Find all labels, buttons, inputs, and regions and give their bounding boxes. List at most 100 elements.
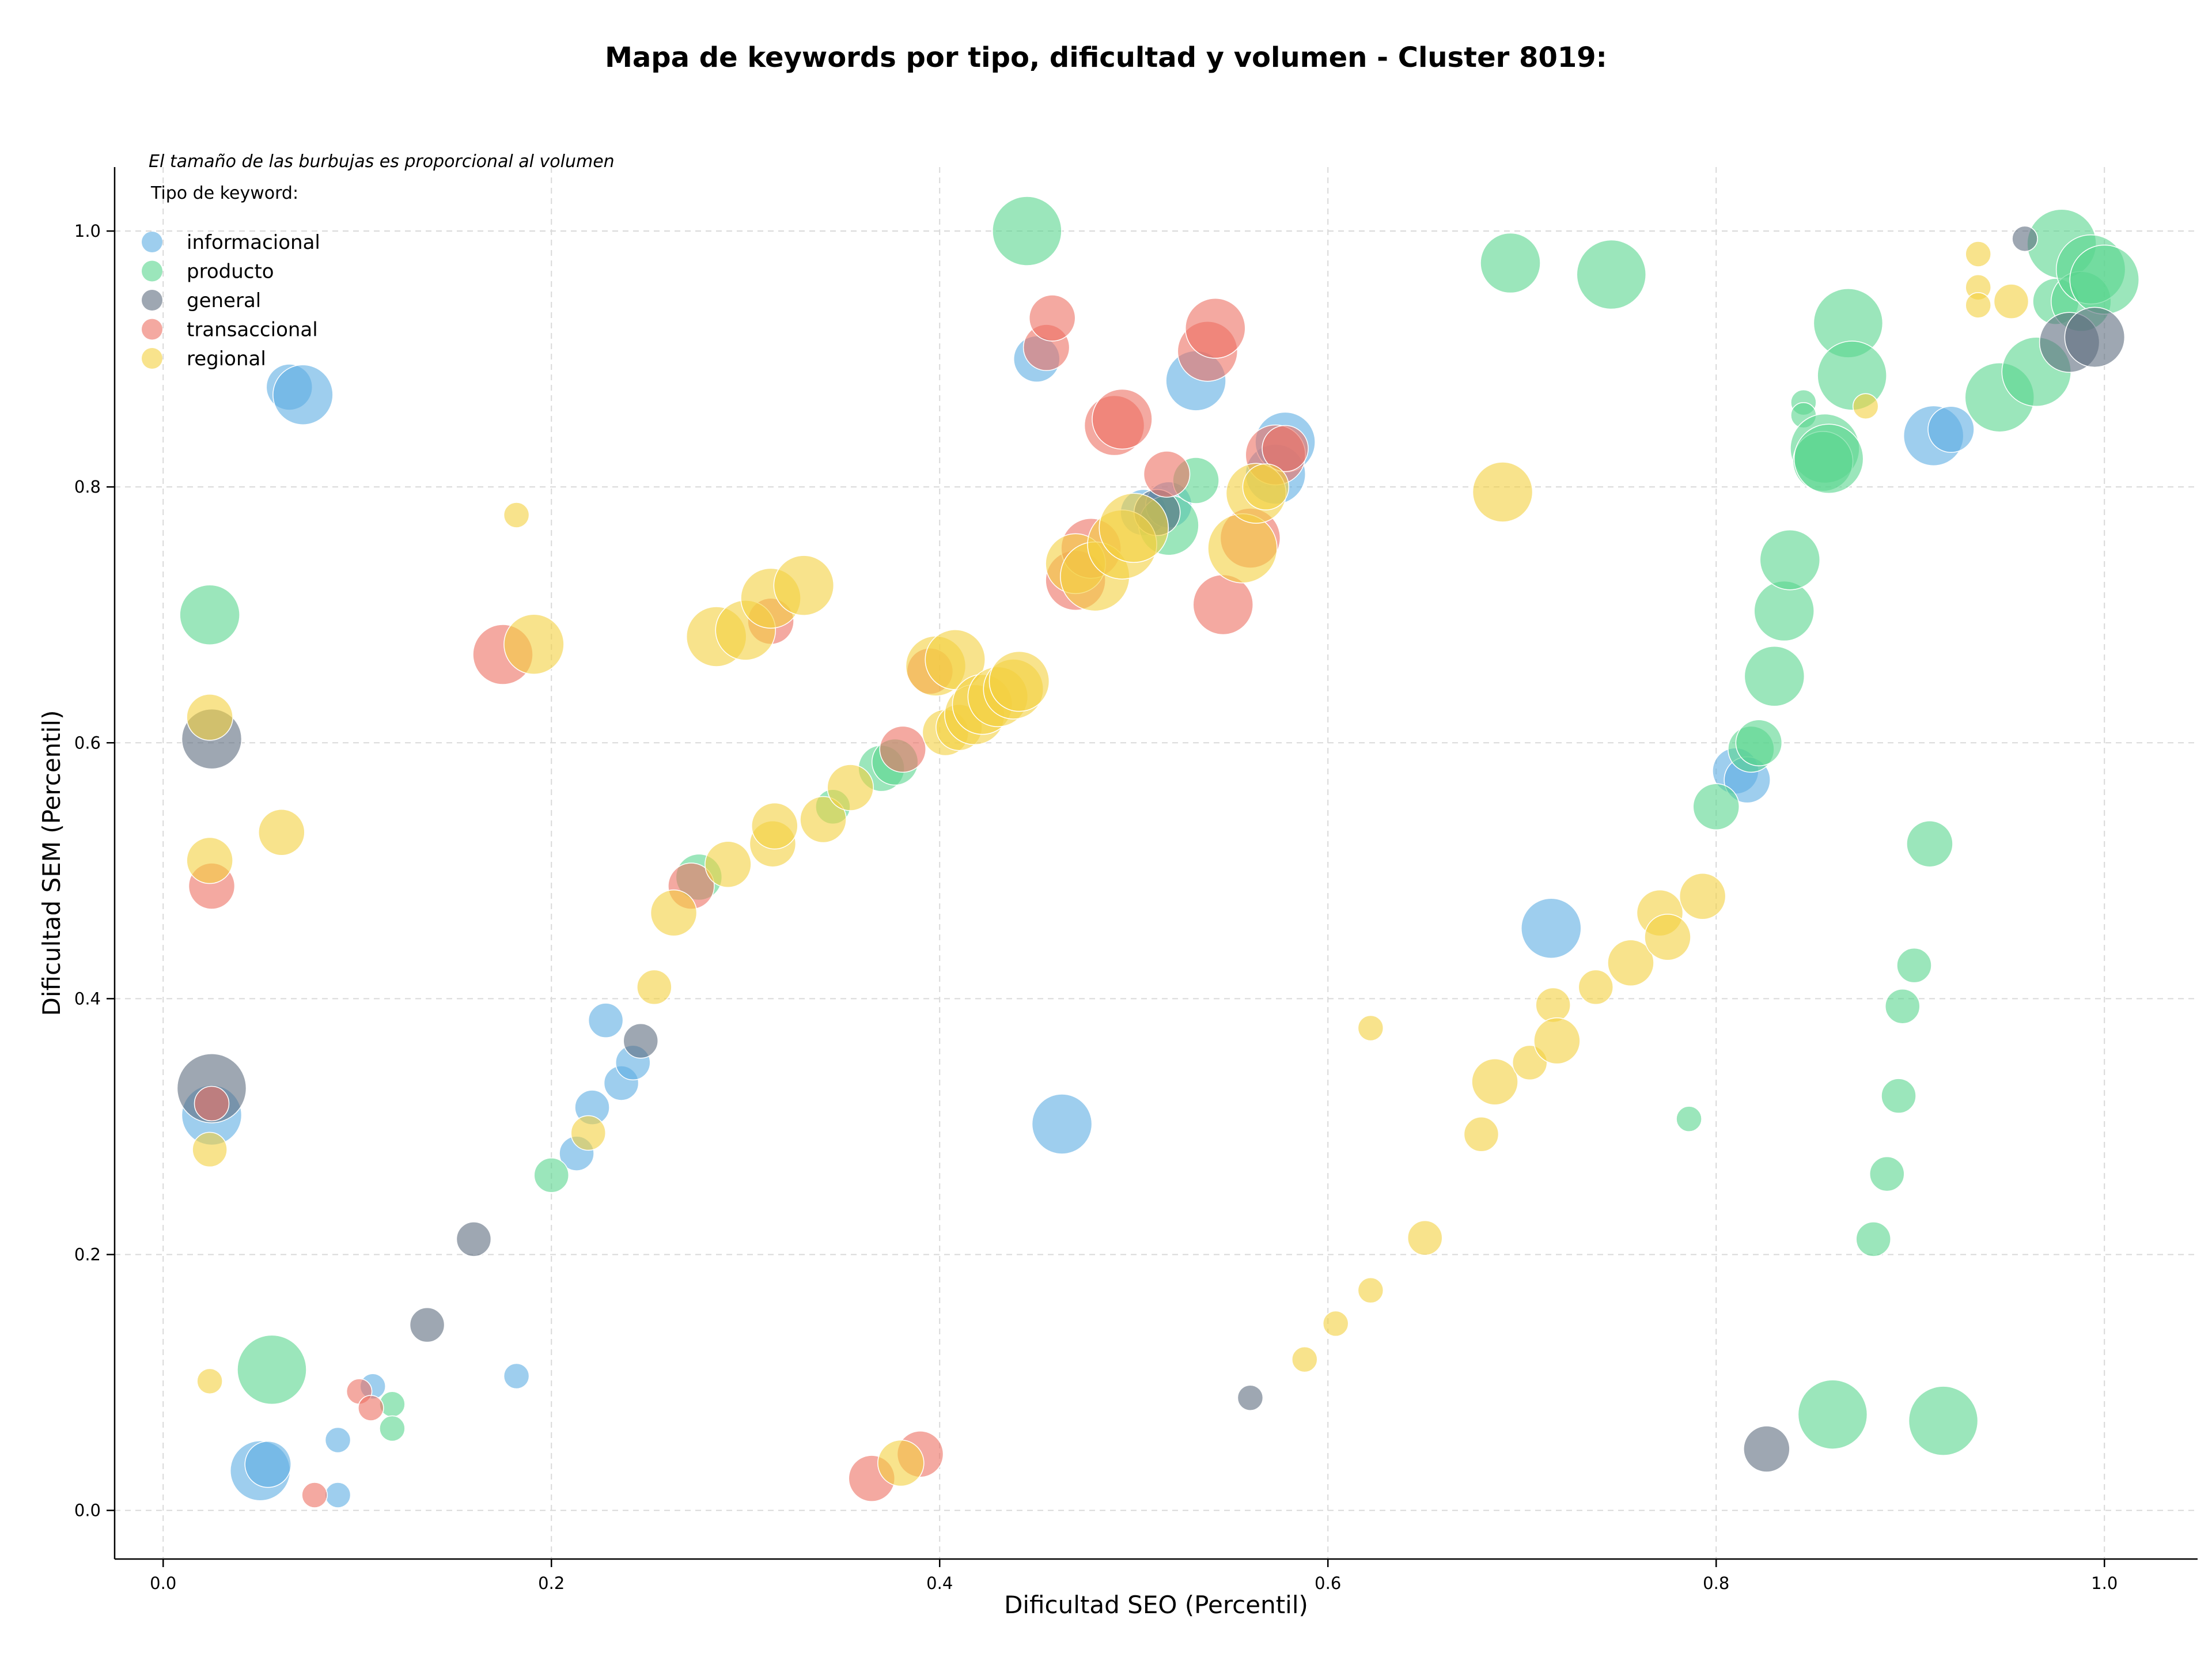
y-tick-label: 0.6 xyxy=(74,733,101,752)
bubble-informacional xyxy=(244,1440,291,1488)
bubble-regional xyxy=(925,629,986,690)
bubble-informacional xyxy=(324,1427,351,1454)
y-axis-label: Dificultad SEM (Percentil) xyxy=(37,710,66,1016)
bubble-regional xyxy=(1535,987,1571,1023)
legend-marker xyxy=(142,260,162,282)
bubble-regional xyxy=(1471,1058,1518,1106)
bubble-transaccional xyxy=(358,1395,384,1421)
bubble-regional xyxy=(503,502,530,528)
bubble-regional xyxy=(1207,513,1278,584)
chart-title: Mapa de keywords por tipo, dificultad y … xyxy=(605,41,1607,74)
bubbles xyxy=(176,196,2139,1508)
bubble-transaccional xyxy=(879,725,926,773)
bubble-informacional xyxy=(503,1363,530,1390)
bubble-regional xyxy=(186,694,233,741)
bubble-informacional xyxy=(1521,898,1582,959)
bubble-producto xyxy=(1797,1379,1868,1450)
bubble-regional xyxy=(1099,493,1169,563)
bubble-general xyxy=(1743,1425,1790,1473)
bubble-regional xyxy=(1407,1220,1443,1256)
legend-marker xyxy=(142,290,162,311)
bubble-regional xyxy=(503,614,565,675)
x-tick-label: 0.8 xyxy=(1703,1573,1729,1593)
bubble-regional xyxy=(196,1368,223,1395)
bubble-regional xyxy=(1291,1346,1318,1373)
bubble-regional xyxy=(877,1439,925,1487)
bubble-regional xyxy=(1357,1015,1384,1042)
y-tick-label: 0.2 xyxy=(74,1245,101,1265)
bubble-producto xyxy=(1735,719,1783,767)
bubble-producto xyxy=(1906,820,1953,868)
bubble-regional xyxy=(1533,1017,1581,1065)
bubble-regional xyxy=(1578,969,1614,1005)
x-tick-label: 0.6 xyxy=(1315,1573,1341,1593)
bubble-producto xyxy=(1869,1156,1905,1192)
bubble-general xyxy=(409,1307,445,1343)
bubble-regional xyxy=(1472,461,1533,523)
bubble-producto xyxy=(1855,1221,1891,1257)
legend: informacional producto general transacciona… xyxy=(142,231,320,370)
bubble-transaccional xyxy=(1262,425,1309,472)
bubble-general xyxy=(456,1221,492,1257)
legend-marker xyxy=(142,232,162,252)
bubble-regional xyxy=(637,969,672,1005)
bubble-general xyxy=(2064,307,2126,368)
bubble-regional xyxy=(650,889,698,937)
bubble-producto xyxy=(237,1334,307,1405)
bubble-producto xyxy=(1817,340,1887,411)
bubble-producto xyxy=(2069,244,2139,315)
grid-lines xyxy=(115,167,2198,1559)
legend-label: transaccional xyxy=(187,319,318,342)
bubble-producto xyxy=(1908,1386,1979,1456)
bubble-regional xyxy=(1852,393,1879,419)
bubble-regional xyxy=(1993,283,2029,319)
bubble-regional xyxy=(1357,1277,1384,1304)
bubble-producto xyxy=(1576,239,1647,310)
y-tick-label: 0.4 xyxy=(74,989,101,1008)
bubble-regional xyxy=(1679,872,1726,920)
bubble-producto xyxy=(1885,988,1921,1024)
bubble-producto xyxy=(1753,580,1815,642)
bubble-regional xyxy=(1242,463,1290,510)
bubble-regional xyxy=(192,1132,228,1168)
bubble-producto xyxy=(1480,232,1541,294)
bubble-producto xyxy=(179,584,240,645)
bubble-regional xyxy=(1644,914,1691,961)
x-tick-label: 0.4 xyxy=(926,1573,953,1593)
legend-marker xyxy=(142,348,162,369)
bubble-regional xyxy=(570,1115,607,1151)
bubble-transaccional xyxy=(194,1085,230,1122)
bubble-producto xyxy=(992,196,1062,266)
bubble-producto xyxy=(533,1157,569,1193)
bubble-regional xyxy=(186,837,233,884)
bubble-informacional xyxy=(272,364,334,426)
legend-title: Tipo de keyword: xyxy=(150,183,298,203)
x-axis-label: Dificultad SEO (Percentil) xyxy=(1004,1591,1308,1619)
bubble-regional xyxy=(827,764,874,811)
bubble-informacional xyxy=(588,1002,624,1038)
x-tick-label: 1.0 xyxy=(2091,1573,2118,1593)
legend-label: informacional xyxy=(187,231,320,254)
bubble-producto xyxy=(1881,1078,1916,1114)
bubble-producto xyxy=(1692,783,1740,831)
bubble-regional xyxy=(704,841,752,888)
x-tick-label: 0.0 xyxy=(150,1573,176,1593)
bubble-producto xyxy=(1744,646,1805,707)
bubble-transaccional xyxy=(1192,574,1254,635)
y-tick-label: 0.0 xyxy=(74,1501,101,1520)
bubble-informacional xyxy=(324,1482,351,1508)
bubble-general xyxy=(2012,225,2038,252)
legend-marker xyxy=(142,319,162,340)
bubble-producto xyxy=(1793,423,1864,494)
bubble-regional xyxy=(1463,1117,1499,1152)
bubble-transaccional xyxy=(1185,298,1246,359)
y-tick-label: 0.8 xyxy=(74,477,101,497)
legend-label: regional xyxy=(187,347,266,370)
bubble-regional xyxy=(751,802,798,850)
bubble-regional xyxy=(773,555,835,616)
bubble-informacional xyxy=(1927,406,1975,453)
size-note: El tamaño de las burbujas es proporciona… xyxy=(149,152,615,172)
bubble-regional xyxy=(258,808,305,856)
legend-label: general xyxy=(187,289,261,312)
bubble-producto xyxy=(1759,529,1821,591)
